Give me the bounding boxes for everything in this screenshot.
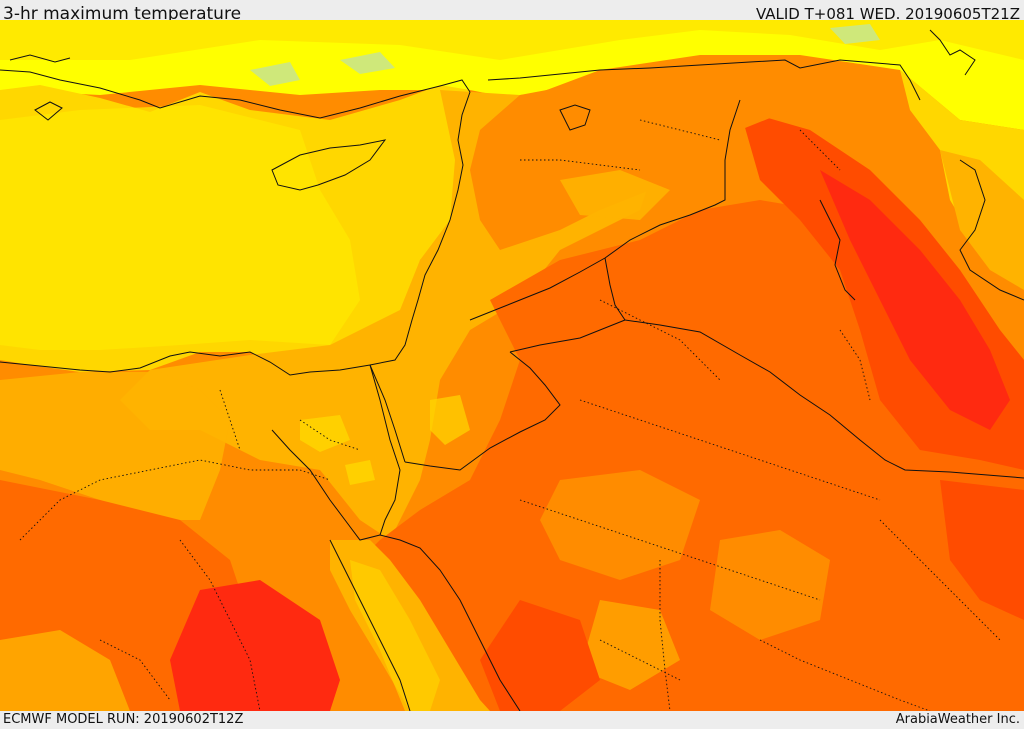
iraq-deep-red <box>820 170 1010 430</box>
credit: ArabiaWeather Inc. <box>895 712 1020 727</box>
north-gold-band <box>0 20 1024 60</box>
map-title: 3-hr maximum temperature <box>3 4 242 24</box>
green-patch-2 <box>340 52 395 74</box>
green-patch-1 <box>250 62 300 86</box>
arabia-red-1 <box>480 600 600 711</box>
header-bar <box>0 0 1024 20</box>
syria-amber-patch <box>560 170 670 220</box>
jordan-blob <box>430 395 470 445</box>
coastlines <box>0 29 1024 711</box>
arabia-amber-2 <box>710 530 830 640</box>
green-patch-3 <box>830 24 880 44</box>
sinai-blob-2 <box>345 460 375 485</box>
sea-inner <box>0 105 360 350</box>
gulf-red <box>940 480 1024 620</box>
syria-orange <box>470 70 790 250</box>
valid-time: VALID T+081 WED. 20190605T21Z <box>755 5 1020 23</box>
egypt-south-amber <box>0 630 130 711</box>
egypt-amber <box>0 372 230 520</box>
internal-borders <box>19 119 1001 711</box>
country-borders <box>369 59 1024 479</box>
model-run: ECMWF MODEL RUN: 20190602T12Z <box>3 712 244 727</box>
temperature-map <box>0 20 1024 711</box>
arabia-dark-orange <box>360 200 1024 711</box>
red-sea-inner <box>350 560 440 711</box>
footer-bar <box>0 711 1024 729</box>
north-yellow-band <box>0 20 1024 130</box>
sudan-red <box>170 580 340 711</box>
arabia-amber-1 <box>540 470 700 580</box>
iran-amber <box>940 150 1024 290</box>
